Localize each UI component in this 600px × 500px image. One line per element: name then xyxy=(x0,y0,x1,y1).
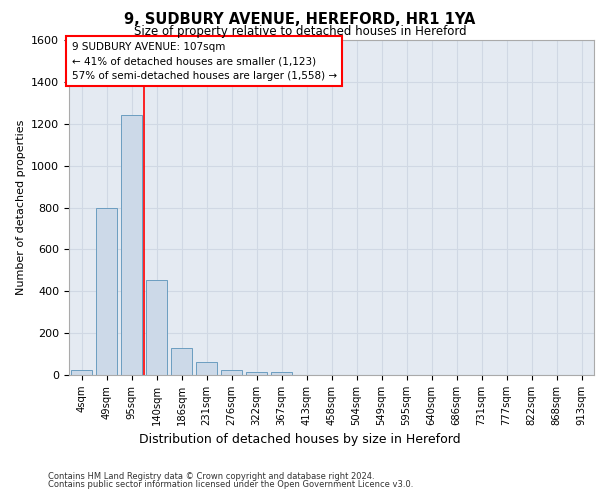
Text: 9 SUDBURY AVENUE: 107sqm
← 41% of detached houses are smaller (1,123)
57% of sem: 9 SUDBURY AVENUE: 107sqm ← 41% of detach… xyxy=(71,42,337,82)
Text: 9, SUDBURY AVENUE, HEREFORD, HR1 1YA: 9, SUDBURY AVENUE, HEREFORD, HR1 1YA xyxy=(124,12,476,28)
Text: Contains public sector information licensed under the Open Government Licence v3: Contains public sector information licen… xyxy=(48,480,413,489)
Text: Contains HM Land Registry data © Crown copyright and database right 2024.: Contains HM Land Registry data © Crown c… xyxy=(48,472,374,481)
Bar xyxy=(171,348,192,375)
Bar xyxy=(146,280,167,375)
Bar xyxy=(121,116,142,375)
Bar xyxy=(221,370,242,375)
Bar xyxy=(96,208,117,375)
Bar xyxy=(196,362,217,375)
Y-axis label: Number of detached properties: Number of detached properties xyxy=(16,120,26,295)
Text: Distribution of detached houses by size in Hereford: Distribution of detached houses by size … xyxy=(139,432,461,446)
Text: Size of property relative to detached houses in Hereford: Size of property relative to detached ho… xyxy=(134,25,466,38)
Bar xyxy=(271,372,292,375)
Bar xyxy=(71,370,92,375)
Bar xyxy=(246,372,267,375)
